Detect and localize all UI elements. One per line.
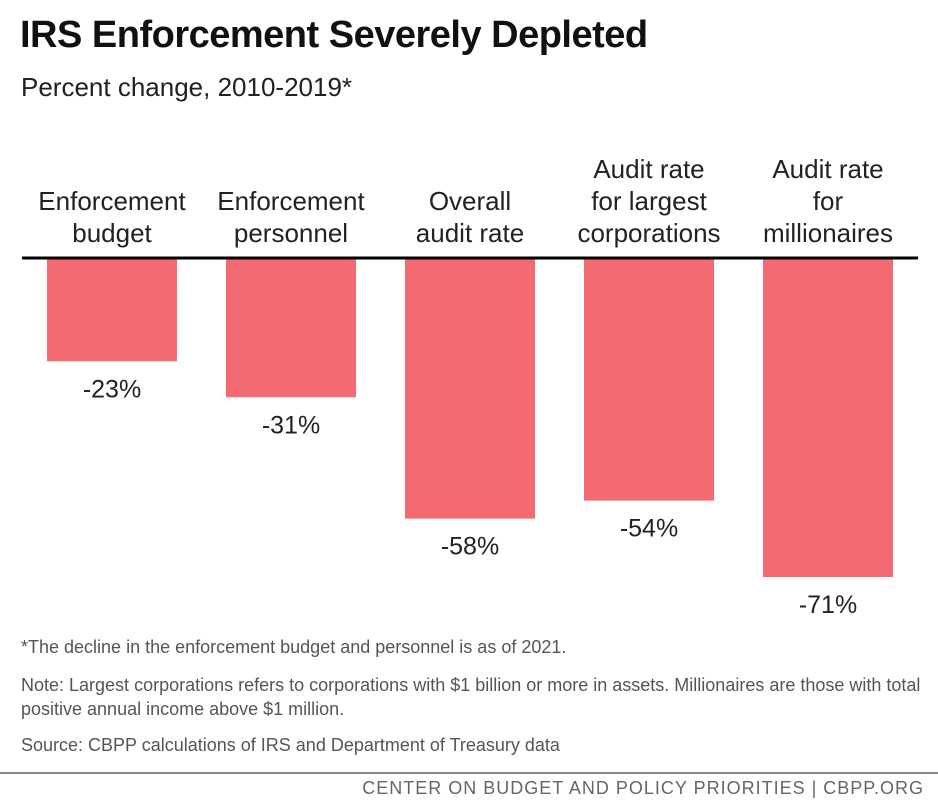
category-label-line: for xyxy=(813,186,844,216)
footnote-note: Note: Largest corporations refers to cor… xyxy=(21,675,921,719)
category-label-0: Enforcement budget xyxy=(38,186,186,248)
category-label-line: audit rate xyxy=(416,218,524,248)
category-label-line: Enforcement xyxy=(38,186,186,216)
category-label-line: for largest xyxy=(591,186,707,216)
brand-footer: CENTER ON BUDGET AND POLICY PRIORITIES |… xyxy=(362,778,924,798)
category-label-line: Overall xyxy=(429,186,511,216)
category-label-3: Audit rate for largest corporations xyxy=(577,154,720,248)
category-label-2: Overall audit rate xyxy=(416,186,524,248)
bar-4 xyxy=(763,258,893,577)
chart-subtitle: Percent change, 2010-2019* xyxy=(21,72,353,102)
bar-2 xyxy=(405,258,535,519)
bar-1 xyxy=(226,258,356,398)
category-label-line: Enforcement xyxy=(217,186,365,216)
value-label-3: -54% xyxy=(620,515,678,543)
chart-title: IRS Enforcement Severely Depleted xyxy=(20,14,648,56)
value-label-1: -31% xyxy=(262,411,320,439)
value-label-0: -23% xyxy=(83,375,141,403)
bar-3 xyxy=(584,258,714,501)
category-label-line: Audit rate xyxy=(772,154,883,184)
category-label-line: personnel xyxy=(234,218,348,248)
value-label-2: -58% xyxy=(441,533,499,561)
footer-divider xyxy=(0,772,938,774)
footnote-source: Source: CBPP calculations of IRS and Dep… xyxy=(21,735,560,755)
category-label-line: Audit rate xyxy=(593,154,704,184)
category-label-line: millionaires xyxy=(763,218,893,248)
footnote-asterisk: *The decline in the enforcement budget a… xyxy=(21,637,567,657)
value-label-4: -71% xyxy=(799,591,857,619)
category-label-line: budget xyxy=(72,218,152,248)
bar-0 xyxy=(47,258,177,362)
category-label-line: corporations xyxy=(577,218,720,248)
category-label-1: Enforcement personnel xyxy=(217,186,365,248)
category-label-4: Audit rate for millionaires xyxy=(763,154,893,248)
